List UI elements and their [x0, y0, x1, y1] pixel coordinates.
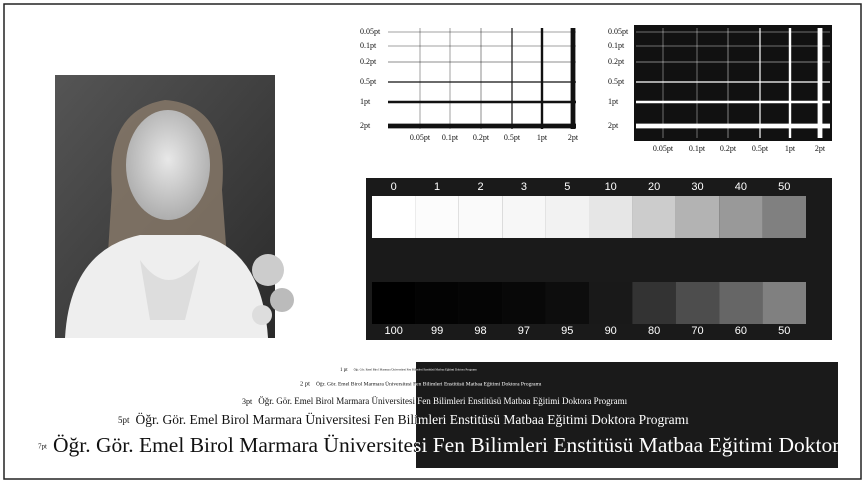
size-label: 1 pt — [340, 368, 348, 373]
patch-label: 98 — [474, 325, 486, 337]
sample-text: Öğr. Gör. Emel Birol Marmara Üniversites… — [316, 380, 542, 387]
sample-left: Öğr. Gör. Emel Birol Marmara Üniversites… — [258, 396, 627, 406]
patch-label: 30 — [691, 181, 703, 193]
sample-left: Öğr. Gör. Emel Birol Marmara Üniversites… — [316, 380, 542, 387]
col-label: 2pt — [568, 133, 579, 142]
row-label: 0.5pt — [360, 77, 377, 86]
sample-text: Öğr. Gör. Emel Birol Marmara Üniversites… — [136, 412, 690, 427]
row-label: 2pt — [360, 121, 371, 130]
gray-patch — [719, 282, 763, 324]
col-label: 0.05pt — [410, 133, 431, 142]
sample-left: Öğr. Gör. Emel Birol Marmara Üniversites… — [354, 367, 477, 372]
col-label: 2pt — [815, 144, 826, 153]
col-label: 0.1pt — [689, 144, 706, 153]
gray-patch — [502, 282, 546, 324]
col-label: 0.2pt — [473, 133, 490, 142]
col-label: 0.5pt — [504, 133, 521, 142]
gray-patch — [589, 282, 633, 324]
gray-patch — [589, 196, 633, 238]
row-label: 1pt — [608, 97, 619, 106]
sample-left: Öğr. Gör. Emel Birol Marmara Üniversites… — [53, 433, 866, 457]
col-label: 0.2pt — [720, 144, 737, 153]
sample-text: Öğr. Gör. Emel Birol Marmara Üniversites… — [53, 433, 866, 457]
size-label: 7pt — [38, 443, 47, 451]
size-label: 3pt — [242, 397, 253, 406]
row-label: 2pt — [608, 121, 619, 130]
sample-left: Öğr. Gör. Emel Birol Marmara Üniversites… — [136, 412, 690, 427]
sample-text: Öğr. Gör. Emel Birol Marmara Üniversites… — [258, 396, 627, 406]
gray-patch — [675, 282, 720, 324]
patch-label: 90 — [605, 325, 617, 337]
patch-label: 40 — [735, 181, 747, 193]
row-label: 1pt — [360, 97, 371, 106]
gray-patch — [545, 282, 589, 324]
gray-patch — [415, 282, 459, 324]
patch-label: 99 — [431, 325, 443, 337]
gray-patch — [762, 196, 806, 238]
col-label: 0.1pt — [442, 133, 459, 142]
size-label: 2 pt — [300, 380, 310, 387]
patch-label: 0 — [391, 181, 397, 193]
col-label: 1pt — [785, 144, 796, 153]
gray-patch — [415, 196, 459, 238]
row-label: 0.1pt — [360, 41, 377, 50]
patch-label: 60 — [735, 325, 747, 337]
col-label: 0.05pt — [653, 144, 674, 153]
sample-text: Öğr. Gör. Emel Birol Marmara Üniversites… — [354, 367, 477, 372]
patch-label: 100 — [385, 325, 403, 337]
photo — [55, 75, 294, 338]
sample-right: Öğr. Gör. Emel Birol Marmara Üniversites… — [258, 396, 628, 406]
sample-right: Öğr. Gör. Emel Birol Marmara Üniversites… — [354, 367, 477, 372]
row-label: 0.1pt — [608, 41, 625, 50]
gray-patch — [458, 196, 503, 238]
gray-patch — [545, 196, 589, 238]
patch-label: 95 — [561, 325, 573, 337]
gray-patch — [632, 282, 676, 324]
patch-label: 20 — [648, 181, 660, 193]
gray-patch — [762, 282, 806, 324]
gray-patch — [675, 196, 720, 238]
sample-text: Öğr. Gör. Emel Birol Marmara Üniversites… — [354, 367, 477, 372]
size-label: 5pt — [118, 415, 130, 425]
col-label: 1pt — [537, 133, 548, 142]
gray-patch — [502, 196, 546, 238]
row-label: 0.05pt — [608, 27, 629, 36]
patch-label: 50 — [778, 325, 790, 337]
row-label: 0.5pt — [608, 77, 625, 86]
gray-patch — [719, 196, 763, 238]
patch-label: 5 — [564, 181, 570, 193]
patch-label: 50 — [778, 181, 790, 193]
sample-text: Öğr. Gör. Emel Birol Marmara Üniversites… — [258, 396, 627, 406]
row-label: 0.2pt — [360, 57, 377, 66]
patch-label: 3 — [521, 181, 527, 193]
row-label: 0.2pt — [608, 57, 625, 66]
patch-label: 2 — [477, 181, 483, 193]
patch-label: 1 — [434, 181, 440, 193]
sample-text: Öğr. Gör. Emel Birol Marmara Üniversites… — [136, 412, 690, 427]
patch-label: 10 — [605, 181, 617, 193]
gray-patch — [458, 282, 503, 324]
gray-patch — [372, 196, 416, 238]
patch-label: 80 — [648, 325, 660, 337]
row-label: 0.05pt — [360, 27, 381, 36]
sample-text: Öğr. Gör. Emel Birol Marmara Üniversites… — [53, 433, 866, 457]
sample-right: Öğr. Gör. Emel Birol Marmara Üniversites… — [316, 380, 542, 387]
sample-right: Öğr. Gör. Emel Birol Marmara Üniversites… — [136, 412, 690, 427]
gray-patch — [372, 282, 416, 324]
col-label: 0.5pt — [752, 144, 769, 153]
black-grid-bg — [634, 25, 832, 141]
sample-text: Öğr. Gör. Emel Birol Marmara Üniversites… — [316, 380, 542, 387]
text-bg — [416, 362, 838, 468]
gray-patch — [632, 196, 676, 238]
sample-right: Öğr. Gör. Emel Birol Marmara Üniversites… — [53, 433, 866, 457]
patch-label: 97 — [518, 325, 530, 337]
patch-label: 70 — [691, 325, 703, 337]
